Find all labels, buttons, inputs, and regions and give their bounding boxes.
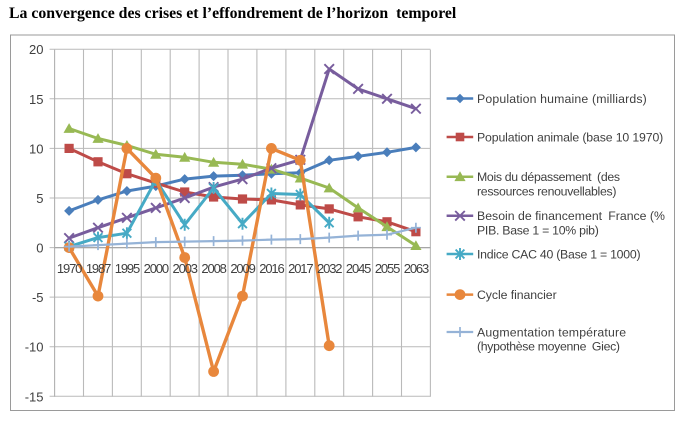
svg-text:2009: 2009 — [230, 261, 255, 276]
svg-text:2063: 2063 — [404, 261, 429, 276]
svg-text:2017: 2017 — [288, 261, 313, 276]
svg-text:Mois du dépassement (des: Mois du dépassement (des — [477, 170, 620, 184]
svg-text:1970: 1970 — [57, 261, 82, 276]
svg-text:2003: 2003 — [173, 261, 198, 276]
svg-text:2032: 2032 — [317, 261, 342, 276]
svg-text:La convergence des crises et l: La convergence des crises et l’effondrem… — [9, 5, 457, 22]
svg-text:PIB. Base 1 = 10% pib): PIB. Base 1 = 10% pib) — [477, 224, 599, 238]
svg-text:2055: 2055 — [375, 261, 400, 276]
svg-text:Indice CAC 40 (Base 1 = 1000): Indice CAC 40 (Base 1 = 1000) — [477, 247, 640, 261]
svg-text:1995: 1995 — [115, 261, 140, 276]
svg-text:Population animale (base 10 19: Population animale (base 10 1970) — [477, 130, 663, 144]
svg-text:10: 10 — [29, 141, 43, 156]
svg-text:2008: 2008 — [201, 261, 226, 276]
svg-text:ressources renouvellables): ressources renouvellables) — [477, 184, 616, 198]
svg-text:Augmentation température: Augmentation température — [477, 325, 626, 339]
svg-text:-5: -5 — [32, 290, 44, 305]
svg-text:Besoin de financement France (: Besoin de financement France (% — [477, 209, 665, 223]
svg-text:(hypothèse moyenne Giec): (hypothèse moyenne Giec) — [477, 340, 620, 354]
svg-text:15: 15 — [29, 92, 43, 107]
svg-text:0: 0 — [36, 241, 43, 256]
svg-text:-10: -10 — [25, 340, 44, 355]
svg-text:Population humaine (milliards): Population humaine (milliards) — [477, 92, 647, 106]
svg-text:2000: 2000 — [144, 261, 169, 276]
svg-text:20: 20 — [29, 42, 43, 57]
svg-text:-15: -15 — [25, 389, 44, 404]
svg-text:2045: 2045 — [346, 261, 371, 276]
svg-text:1987: 1987 — [86, 261, 111, 276]
svg-text:Cycle financier: Cycle financier — [477, 288, 557, 302]
svg-text:5: 5 — [36, 191, 43, 206]
svg-text:2016: 2016 — [259, 261, 284, 276]
